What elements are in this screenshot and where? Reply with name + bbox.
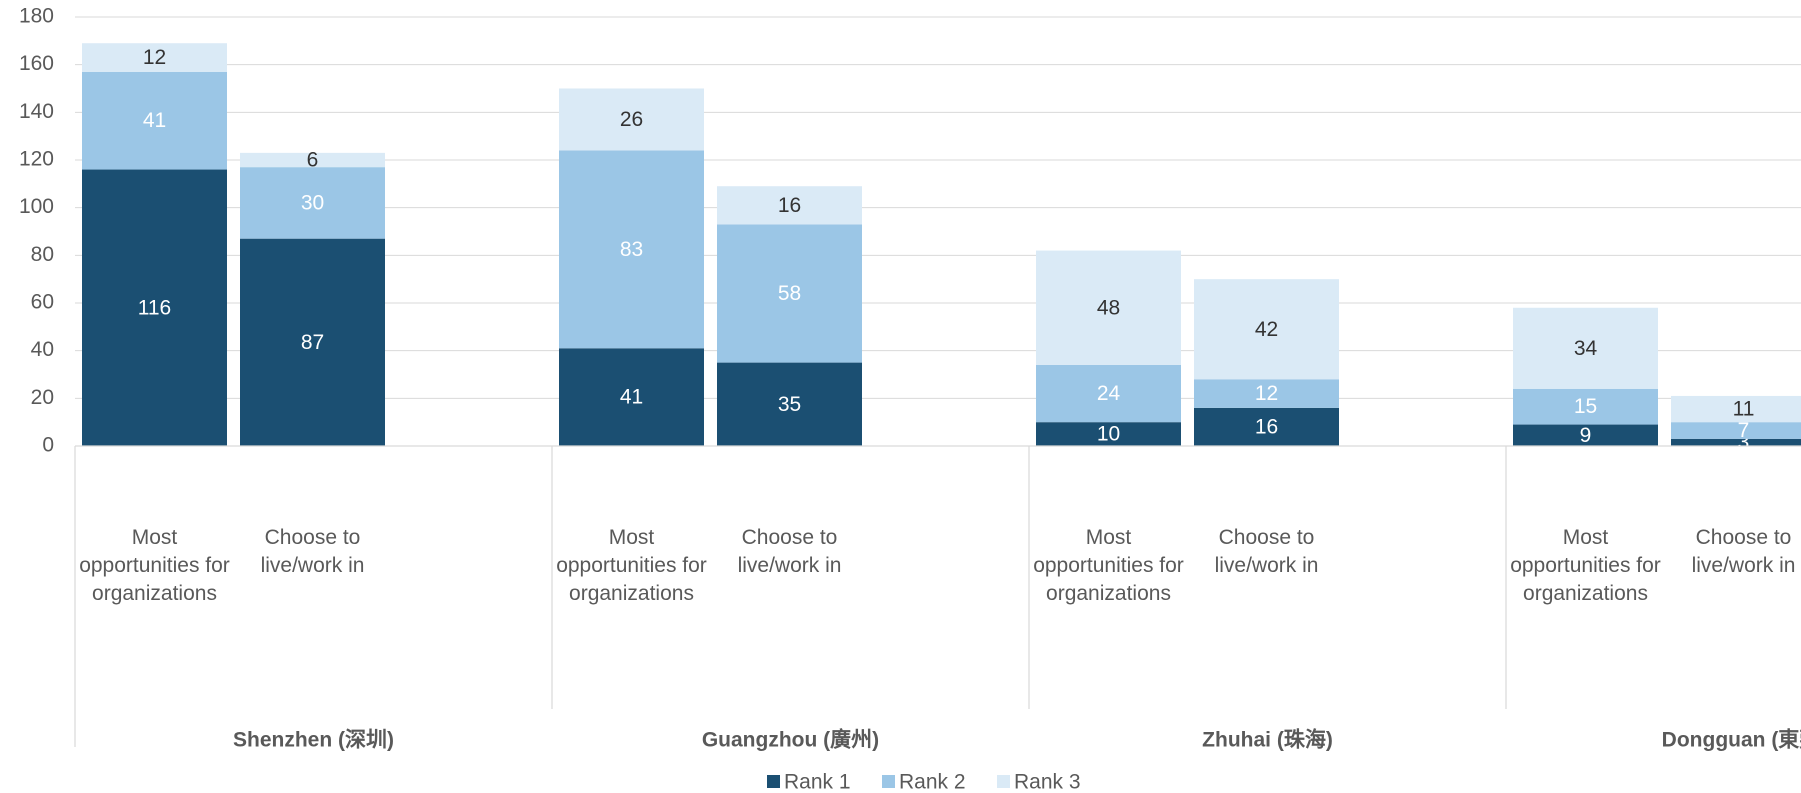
bar-segment [1036,364,1181,423]
category-label-box: Choose to live/work in [1214,526,1319,577]
bar-segment [717,224,862,363]
bar-segment [82,43,227,72]
data-label: 87 [301,331,324,354]
data-label: 12 [143,46,166,69]
data-label: 34 [1574,337,1598,360]
data-label: 16 [1255,415,1278,438]
data-label: 7 [1738,419,1750,442]
bar-segment [240,238,385,446]
category-label-box: Most opportunities for organizations [1033,526,1184,605]
legend-swatch [767,775,780,788]
data-label: 116 [138,296,171,319]
bar-segment [559,150,704,349]
x-tick-label: Choose to live/work in [260,526,365,577]
bar-segment [82,71,227,170]
x-tick-label: Choose to live/work in [1214,526,1319,577]
data-label: 48 [1097,296,1120,319]
data-label: 11 [1733,398,1755,421]
group-label: Guangzhou (廣州) [702,728,879,752]
bar-segment [1036,250,1181,365]
group-label: Zhuhai (珠海) [1202,728,1333,752]
bar-segment [1671,438,1801,446]
y-tick-label: 100 [19,195,54,218]
x-tick-label: Most opportunities for organizations [556,526,707,605]
category-label-box: Choose to live/work in [737,526,842,577]
category-label-box: Choose to live/work in [1691,526,1796,577]
data-label: 58 [778,282,801,305]
category-label-box: Most opportunities for organizations [1510,526,1661,605]
data-label: 26 [620,108,643,131]
y-tick-label: 140 [19,100,54,123]
legend-label: Rank 3 [1014,771,1081,793]
y-tick-label: 60 [31,291,54,314]
bar-segment [1513,307,1658,389]
data-label: 42 [1255,318,1278,341]
y-tick-label: 180 [19,5,54,28]
y-tick-label: 40 [31,338,54,361]
y-tick-label: 0 [42,434,54,457]
bar-segment [1671,395,1801,423]
bar-segment [1036,422,1181,446]
bar-segment [1671,422,1801,439]
x-tick-label: Most opportunities for organizations [1510,526,1661,605]
data-label: 35 [778,393,801,416]
y-tick-label: 120 [19,148,54,171]
category-label-box: Most opportunities for organizations [79,526,230,605]
bar-segment [1194,379,1339,408]
bar-segment [1194,279,1339,380]
legend-swatch [882,775,895,788]
data-label: 10 [1097,423,1120,446]
bar-segment [240,152,385,168]
category-label-box: Choose to live/work in [260,526,365,577]
x-tick-label: Choose to live/work in [1691,526,1796,577]
data-label: 83 [620,238,643,261]
legend-label: Rank 1 [784,771,851,793]
bar-segment [1513,388,1658,425]
data-label: 41 [620,386,643,409]
data-label: 16 [778,194,801,217]
bar-segment [240,167,385,239]
data-label: 3 [1738,431,1750,454]
x-tick-label: Most opportunities for organizations [79,526,230,605]
y-tick-label: 80 [31,243,54,266]
data-label: 15 [1574,395,1597,418]
legend-swatch [997,775,1010,788]
data-label: 41 [143,109,166,132]
data-label: 9 [1580,424,1592,447]
bar-segment [717,362,862,446]
x-tick-label: Choose to live/work in [737,526,842,577]
data-label: 30 [301,191,324,214]
group-label: Dongguan (東莞) [1662,729,1801,752]
y-tick-label: 20 [31,386,54,409]
data-label: 12 [1255,382,1278,405]
legend-label: Rank 2 [899,771,966,793]
bar-segment [559,88,704,151]
bar-segment [559,348,704,446]
bar-segment [1513,424,1658,446]
category-label-box: Most opportunities for organizations [556,526,707,605]
bar-segment [1194,407,1339,446]
data-label: 24 [1097,382,1121,405]
group-label: Shenzhen (深圳) [233,729,394,752]
data-label: 6 [307,149,319,172]
bar-segment [717,186,862,225]
bar-segment [82,169,227,447]
y-tick-label: 160 [19,52,54,75]
x-tick-label: Most opportunities for organizations [1033,526,1184,605]
